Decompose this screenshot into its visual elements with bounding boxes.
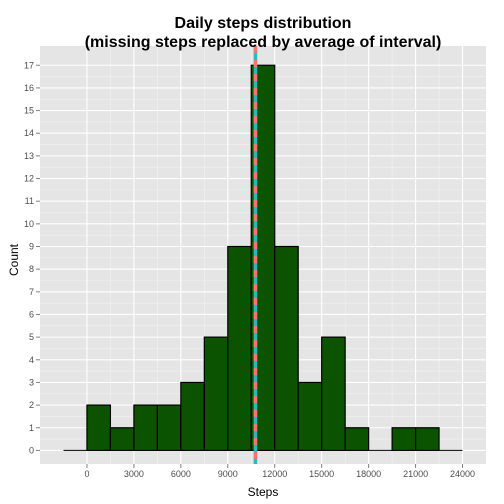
y-tick-label: 2 (29, 400, 34, 410)
y-tick-label: 10 (24, 219, 34, 229)
histogram-bar (297, 381, 323, 452)
y-tick-label: 13 (24, 151, 34, 161)
x-tick-label: 6000 (171, 469, 191, 479)
y-tick-label: 3 (29, 377, 34, 387)
y-tick-label: 4 (29, 355, 34, 365)
x-axis: 0 3000 6000 9000 12000 15000 18000 21000 24000 (84, 464, 475, 479)
x-tick-label: 9000 (218, 469, 238, 479)
x-tick-label: 0 (84, 469, 89, 479)
chart-title-line-1: Daily steps distribution (175, 15, 352, 32)
histogram-bar (321, 336, 346, 452)
y-tick-label: 1 (29, 423, 34, 433)
histogram-bar (414, 427, 440, 452)
histogram-bar (86, 404, 112, 452)
y-tick-label: 12 (24, 174, 34, 184)
y-tick-label: 16 (24, 83, 34, 93)
histogram-bar (109, 427, 135, 452)
y-tick-label: 7 (29, 287, 34, 297)
histogram-bar (227, 245, 252, 452)
y-tick-label: 15 (24, 106, 34, 116)
y-tick-label: 9 (29, 242, 34, 252)
y-tick-label: 5 (29, 332, 34, 342)
chart-title-line-2: (missing steps replaced by average of in… (85, 34, 442, 51)
histogram-bar (274, 245, 299, 452)
histogram-bar (133, 404, 158, 452)
y-tick-label: 6 (29, 309, 34, 319)
y-axis-title: Count (7, 243, 21, 276)
x-tick-label: 3000 (124, 469, 144, 479)
y-tick-label: 14 (24, 128, 34, 138)
x-tick-label: 12000 (262, 469, 287, 479)
histogram-bar (344, 427, 370, 452)
y-tick-label: 11 (25, 196, 34, 206)
x-tick-label: 15000 (309, 469, 334, 479)
y-tick-label: 17 (24, 60, 34, 70)
histogram-bar (203, 336, 229, 452)
x-tick-label: 18000 (356, 469, 381, 479)
histogram-bar (156, 404, 182, 452)
histogram-bar (391, 427, 417, 452)
y-tick-label: 8 (29, 264, 34, 274)
x-axis-title: Steps (248, 485, 279, 499)
x-tick-label: 21000 (403, 469, 428, 479)
x-tick-label: 24000 (450, 469, 475, 479)
histogram-bar (180, 381, 205, 452)
y-tick-label: 0 (29, 445, 34, 455)
